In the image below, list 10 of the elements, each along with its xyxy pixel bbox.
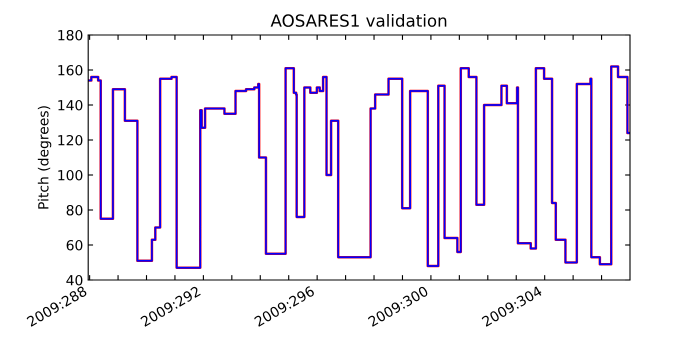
y-tick-label: 40 (66, 274, 82, 286)
y-tick-label: 120 (58, 134, 82, 146)
y-tick-label: 140 (58, 100, 82, 110)
y-axis-title: Pitch (degrees) (38, 106, 52, 209)
y-tick-label: 100 (58, 170, 82, 180)
chart-title: AOSARES1 validation (270, 14, 446, 27)
y-tick-label: 60 (66, 240, 82, 250)
y-tick-label: 160 (58, 64, 82, 76)
y-tick-label: 180 (58, 30, 82, 40)
y-tick-label: 80 (66, 204, 82, 216)
